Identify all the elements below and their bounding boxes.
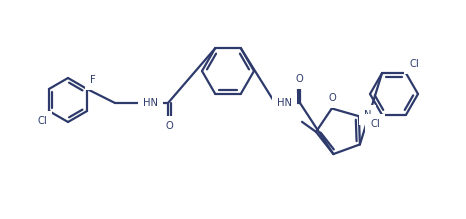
Text: Cl: Cl bbox=[37, 116, 47, 126]
Text: O: O bbox=[295, 74, 303, 84]
Text: HN: HN bbox=[276, 98, 292, 108]
Text: N: N bbox=[364, 110, 371, 120]
Text: F: F bbox=[90, 75, 96, 85]
Text: Cl: Cl bbox=[409, 59, 419, 69]
Text: O: O bbox=[329, 94, 336, 103]
Text: Cl: Cl bbox=[370, 119, 380, 129]
Text: HN: HN bbox=[143, 98, 158, 108]
Text: O: O bbox=[165, 121, 173, 131]
